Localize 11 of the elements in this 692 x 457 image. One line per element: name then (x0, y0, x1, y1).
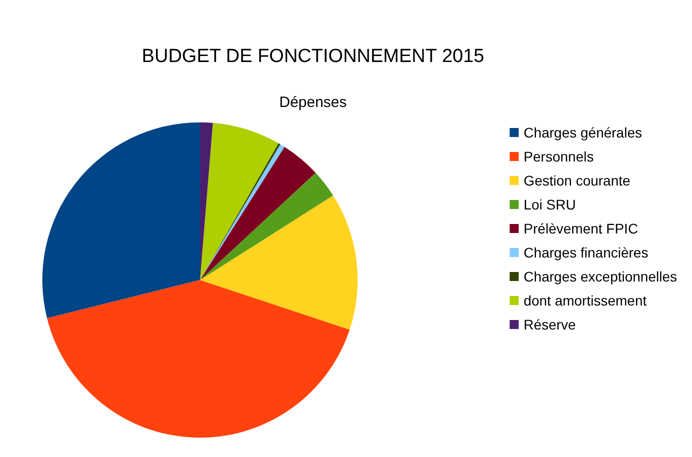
chart-title: BUDGET DE FONCTIONNEMENT 2015 (142, 46, 484, 67)
legend-label: Réserve (524, 316, 576, 332)
legend-label: Gestion courante (524, 172, 631, 188)
chart-subtitle: Dépenses (279, 94, 347, 111)
legend-label: Charges générales (524, 124, 642, 140)
legend-label: Loi SRU (524, 196, 576, 212)
legend-label: Personnels (524, 148, 594, 164)
legend-label: Charges financières (524, 244, 648, 260)
legend-label: Charges exceptionnelles (524, 268, 678, 284)
legend-label: Prélèvement FPIC (524, 220, 638, 236)
legend-label: dont amortissement (524, 292, 647, 308)
